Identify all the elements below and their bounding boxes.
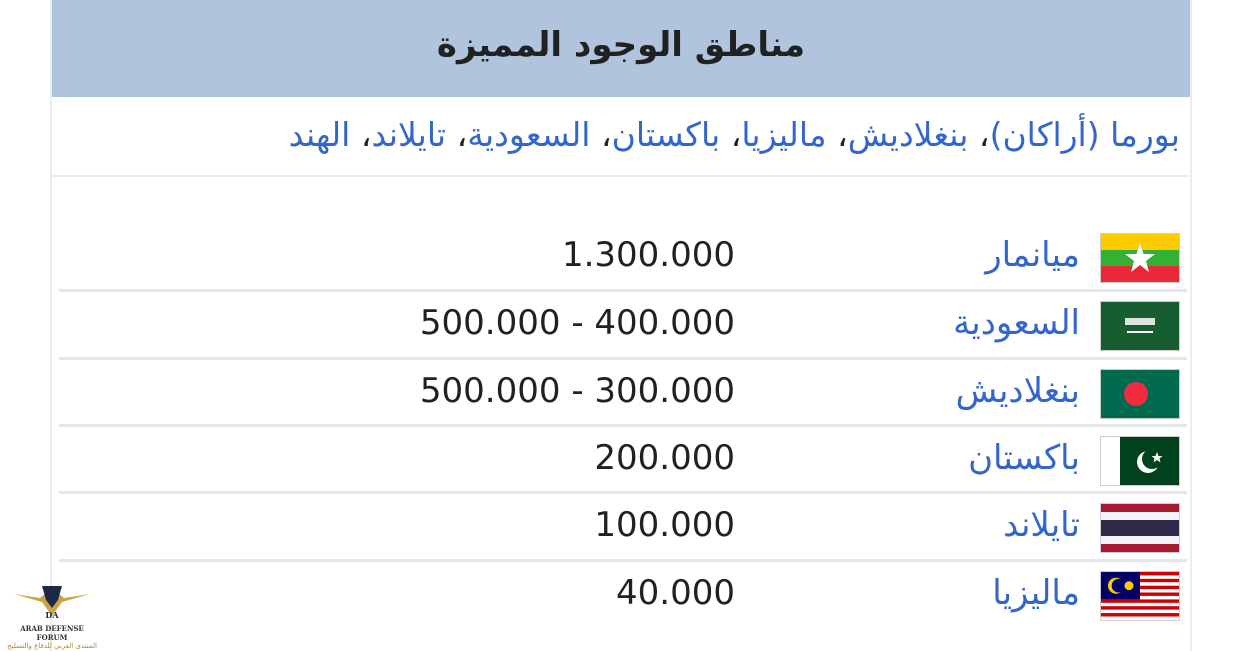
population: 500.000 - 300.000	[419, 371, 735, 411]
population: 200.000	[594, 438, 735, 478]
infobox-header: مناطق الوجود المميزة	[52, 0, 1190, 97]
region-link[interactable]: السعودية	[467, 115, 591, 154]
region-link[interactable]: باكستان	[611, 115, 721, 154]
row-separator	[59, 491, 1187, 494]
region-link[interactable]: الهند	[288, 115, 351, 154]
infobox: مناطق الوجود المميزة بورما (أراكان)، بنغ…	[50, 0, 1192, 651]
population: 1.300.000	[561, 235, 735, 275]
country-name[interactable]: بنغلاديش	[955, 371, 1080, 411]
country-name[interactable]: ميانمار	[985, 235, 1080, 275]
table-row: ميانمار 1.300.000	[59, 222, 1187, 289]
region-separator: ،	[720, 115, 742, 154]
region-separator: ،	[446, 115, 468, 154]
flag-bangladesh	[1100, 369, 1180, 419]
flag-malaysia	[1100, 571, 1180, 621]
region-separator: ،	[826, 115, 848, 154]
table-row: تايلاند 100.000	[59, 492, 1187, 559]
flag-thailand	[1100, 503, 1180, 553]
flag-myanmar	[1100, 233, 1180, 283]
country-name[interactable]: تايلاند	[1003, 505, 1080, 545]
watermark-logo: DA	[14, 586, 90, 620]
regions-list: بورما (أراكان)، بنغلاديش، ماليزيا، باكست…	[52, 97, 1190, 177]
region-link[interactable]: تايلاند	[371, 115, 447, 154]
watermark-subtitle: المنتدى العربي للدفاع والتسليح	[7, 642, 97, 650]
population: 500.000 - 400.000	[419, 303, 735, 343]
row-separator	[59, 424, 1187, 427]
region-separator: ،	[590, 115, 612, 154]
population: 40.000	[616, 573, 735, 613]
table-row: ماليزيا 40.000	[59, 560, 1187, 627]
watermark-name: ARAB DEFENSE FORUM	[20, 624, 84, 642]
region-separator: ،	[968, 115, 990, 154]
flag-saudi	[1100, 301, 1180, 351]
region-link[interactable]: بورما (أراكان)	[989, 115, 1180, 154]
row-separator	[59, 559, 1187, 562]
region-link[interactable]: ماليزيا	[741, 115, 827, 154]
row-separator	[59, 289, 1187, 292]
population: 100.000	[594, 505, 735, 545]
flag-pakistan	[1100, 436, 1180, 486]
table-row: باكستان 200.000	[59, 425, 1187, 492]
watermark-mark: DA	[45, 610, 59, 620]
watermark: DA ARAB DEFENSE FORUM المنتدى العربي للد…	[4, 580, 100, 650]
country-name[interactable]: ماليزيا	[992, 573, 1080, 613]
region-link[interactable]: بنغلاديش	[847, 115, 969, 154]
region-separator: ،	[350, 115, 372, 154]
row-separator	[59, 357, 1187, 360]
country-name[interactable]: باكستان	[968, 438, 1080, 478]
country-name[interactable]: السعودية	[953, 303, 1080, 343]
table-row: السعودية 500.000 - 400.000	[59, 290, 1187, 357]
table-row: بنغلاديش 500.000 - 300.000	[59, 358, 1187, 425]
